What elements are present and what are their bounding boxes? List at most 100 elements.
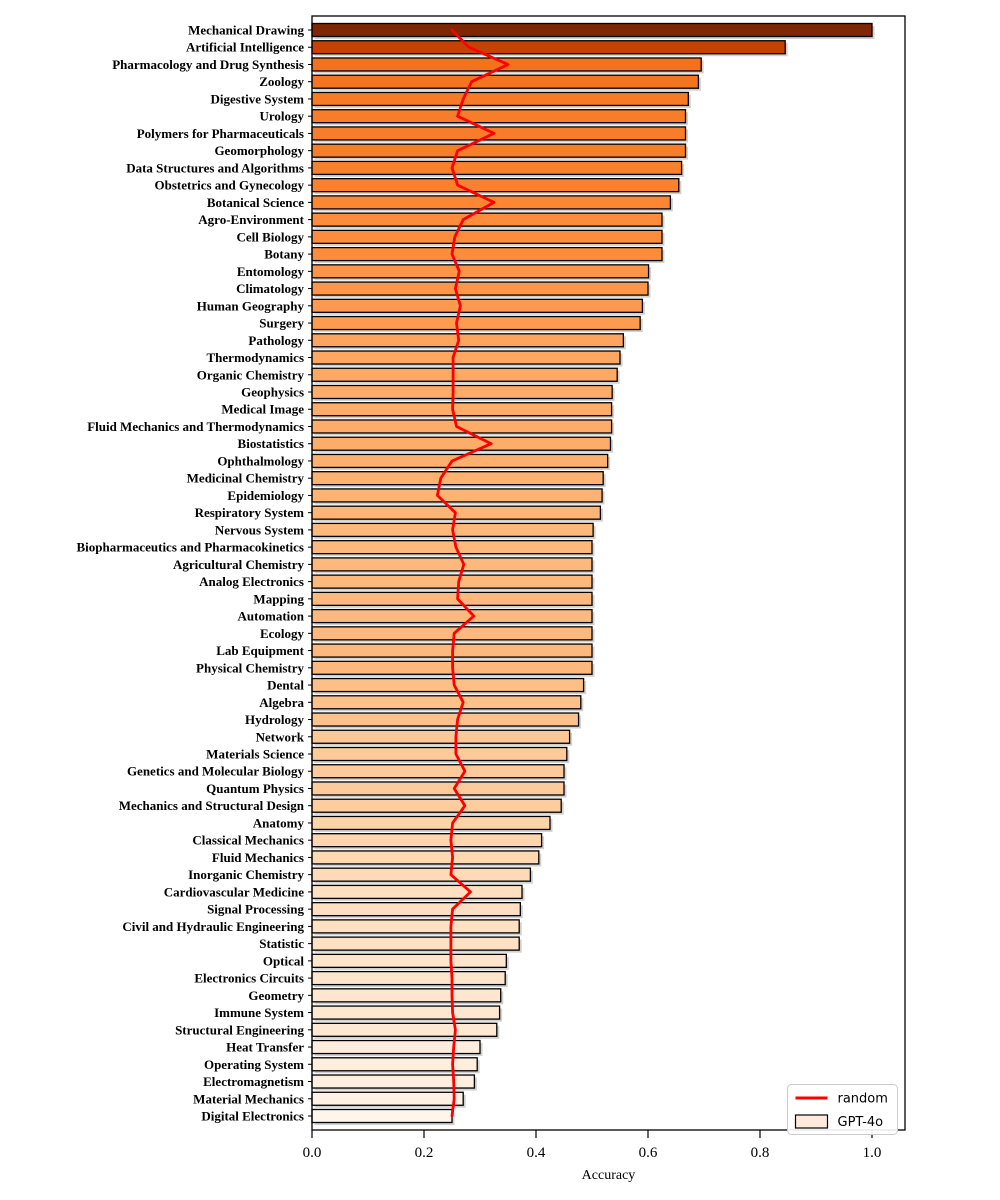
category-label: Analog Electronics (199, 574, 304, 589)
category-label: Agro-Environment (198, 212, 304, 227)
bar (311, 264, 650, 279)
category-label: Network (256, 729, 305, 744)
bar (311, 833, 543, 848)
category-label: Ophthalmology (217, 453, 304, 468)
bar (311, 626, 593, 641)
category-label: Polymers for Pharmaceuticals (137, 126, 304, 141)
category-label: Mapping (253, 591, 304, 606)
category-label: Heat Transfer (226, 1040, 304, 1055)
category-label: Pathology (248, 333, 304, 348)
bar (311, 1091, 464, 1106)
category-label: Material Mechanics (193, 1091, 304, 1106)
legend-patch-swatch (794, 1114, 829, 1129)
category-label: Materials Science (206, 747, 304, 762)
category-label: Quantum Physics (206, 781, 304, 796)
bar (311, 936, 520, 951)
bar (311, 22, 873, 38)
bar (311, 798, 562, 813)
bar (311, 746, 568, 762)
category-label: Fluid Mechanics (212, 850, 304, 865)
bar (311, 160, 683, 176)
category-label: Respiratory System (195, 505, 305, 520)
category-label: Botanical Science (207, 195, 304, 210)
category-label: Urology (259, 109, 304, 124)
x-tick-label: 0.8 (751, 1145, 770, 1161)
bar (311, 350, 621, 365)
bar (311, 919, 520, 934)
bar (311, 143, 687, 158)
bar (311, 729, 571, 744)
bar (311, 781, 565, 796)
category-label: Agricultural Chemistry (173, 557, 305, 572)
category-label: Structural Engineering (175, 1022, 304, 1037)
x-tick-label: 0.2 (415, 1145, 434, 1161)
bar (311, 1005, 501, 1020)
bar (311, 712, 580, 727)
category-label: Automation (238, 609, 305, 624)
category-label: Entomology (237, 264, 305, 279)
category-label: Fluid Mechanics and Thermodynamics (87, 419, 304, 434)
bar (311, 109, 687, 124)
category-label: Inorganic Chemistry (188, 867, 304, 882)
category-label: Dental (267, 678, 304, 693)
bar (311, 367, 618, 382)
category-label: Lab Equipment (216, 643, 304, 658)
category-label: Botany (264, 247, 304, 262)
category-label: Cell Biology (236, 229, 304, 244)
category-label: Medical Image (221, 402, 304, 417)
category-label: Obstetrics and Gynecology (155, 178, 305, 193)
bar (311, 695, 582, 710)
category-label: Cardiovascular Medicine (164, 884, 304, 899)
x-axis-label: Accuracy (582, 1168, 636, 1183)
random-baseline-line (435, 28, 510, 1118)
category-label: Ecology (260, 626, 305, 641)
category-label: Biopharmaceutics and Pharmacokinetics (77, 540, 305, 555)
bar (311, 298, 644, 313)
bar (311, 677, 585, 693)
category-label: Mechanics and Structural Design (119, 798, 305, 813)
category-label: Thermodynamics (207, 350, 305, 365)
bar (311, 1022, 498, 1037)
bar (311, 764, 565, 779)
category-label: Geomorphology (214, 143, 304, 158)
bar (311, 557, 593, 572)
bar (311, 126, 687, 141)
legend-label-gpt4o: GPT-4o (838, 1115, 884, 1130)
bar (311, 970, 506, 986)
category-label: Zoology (259, 74, 304, 89)
plot-border (311, 15, 906, 1131)
bar (311, 608, 593, 624)
x-tick-label: 0.0 (303, 1145, 322, 1161)
category-label: Genetics and Molecular Biology (127, 764, 305, 779)
category-label: Digital Electronics (201, 1109, 304, 1124)
bar (311, 1108, 453, 1124)
bar (311, 1074, 476, 1089)
category-label: Surgery (259, 316, 304, 331)
bar (311, 574, 593, 589)
x-tick-label: 1.0 (863, 1145, 882, 1161)
category-label: Signal Processing (207, 902, 304, 917)
category-label: Statistic (259, 936, 304, 951)
bar (311, 988, 502, 1003)
bar (311, 867, 532, 882)
bar (311, 315, 641, 331)
category-label: Climatology (236, 281, 304, 296)
bar (311, 384, 613, 400)
bar (311, 177, 680, 193)
category-label: Pharmacology and Drug Synthesis (112, 57, 304, 72)
category-label: Immune System (214, 1005, 304, 1020)
category-label: Biostatistics (238, 436, 304, 451)
category-label: Electronics Circuits (194, 971, 304, 986)
bar (311, 850, 540, 865)
bar (311, 91, 689, 107)
bar (311, 333, 625, 348)
category-label: Electromagnetism (203, 1074, 304, 1089)
category-label: Human Geography (197, 298, 305, 313)
category-label: Organic Chemistry (197, 367, 305, 382)
bar (311, 40, 786, 55)
bar (311, 488, 603, 503)
bar (311, 815, 551, 831)
bar (311, 419, 613, 434)
